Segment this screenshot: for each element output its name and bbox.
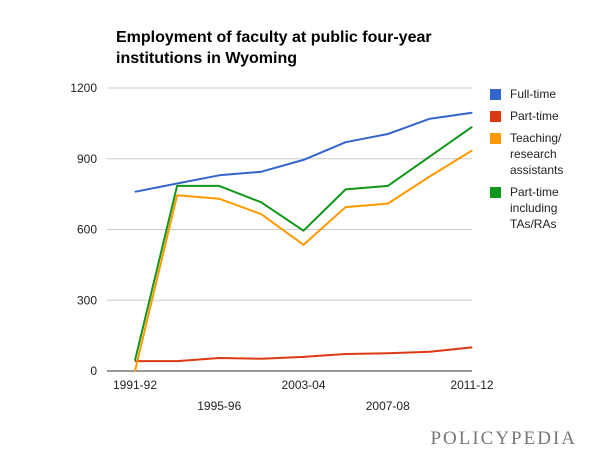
x-tick-label-2011-12: 2011-12 xyxy=(450,378,493,392)
x-tick-label-2007-08: 2007-08 xyxy=(366,399,410,413)
data-point-s2-6 xyxy=(345,353,347,355)
data-point-s2-5 xyxy=(302,356,305,358)
legend-label-1: Full-time xyxy=(510,86,590,102)
data-point-s4-3 xyxy=(218,185,220,187)
data-point-s2-7 xyxy=(387,352,389,354)
data-point-s4-8 xyxy=(429,155,431,157)
data-point-s3-2 xyxy=(176,194,178,196)
legend-label-4: Part-time including TAs/RAs xyxy=(510,184,590,232)
data-point-s1-7 xyxy=(387,133,389,135)
data-point-s3-9 xyxy=(471,149,473,152)
chart-title-line-1: Employment of faculty at public four-yea… xyxy=(116,29,432,46)
data-point-s1-5 xyxy=(302,159,305,161)
data-point-s3-3 xyxy=(218,198,220,200)
brand-logo: POLICYPEDIA xyxy=(430,428,577,449)
data-point-s3-1 xyxy=(134,370,136,372)
data-point-s3-8 xyxy=(429,175,431,178)
data-point-s1-6 xyxy=(345,141,347,143)
data-point-s2-3 xyxy=(218,357,220,359)
legend-swatch-1 xyxy=(490,89,501,100)
y-tick-label-600: 600 xyxy=(77,223,97,237)
x-tick-label-1995-96: 1995-96 xyxy=(197,399,241,413)
chart-legend: Full-time Part-time Teaching/research assis… xyxy=(490,86,590,238)
legend-swatch-3 xyxy=(490,133,501,144)
data-point-s4-7 xyxy=(387,185,389,187)
legend-item-4: Part-time including TAs/RAs xyxy=(490,184,590,232)
x-tick-label-2003-04: 2003-04 xyxy=(281,378,325,392)
y-tick-label-900: 900 xyxy=(77,152,97,166)
data-point-s4-5 xyxy=(302,230,305,232)
data-point-s1-9 xyxy=(471,112,473,114)
series-line-1 xyxy=(134,111,473,193)
x-tick-label-1991-92: 1991-92 xyxy=(113,378,157,392)
data-point-s3-6 xyxy=(345,206,347,208)
data-point-s3-4 xyxy=(260,213,262,215)
legend-label-3: Teaching/research assistants xyxy=(510,130,590,178)
legend-label-line: Part-time xyxy=(510,109,559,123)
data-point-s1-8 xyxy=(429,118,431,120)
data-point-s2-4 xyxy=(260,358,262,360)
data-point-s1-4 xyxy=(260,171,262,173)
data-point-s1-1 xyxy=(134,191,136,193)
y-tick-label-300: 300 xyxy=(77,293,97,307)
series-line-3 xyxy=(134,149,473,372)
data-point-s1-3 xyxy=(218,174,220,176)
y-tick-label-1200: 1200 xyxy=(70,81,97,95)
legend-label-line: Part-time xyxy=(510,185,559,199)
data-point-s4-1 xyxy=(134,359,136,361)
y-tick-label-0: 0 xyxy=(90,364,97,378)
data-point-s3-7 xyxy=(387,202,389,205)
data-point-s2-9 xyxy=(471,346,473,349)
legend-label-2: Part-time xyxy=(510,108,590,124)
series-line-2 xyxy=(135,346,473,363)
data-point-s1-2 xyxy=(176,182,178,185)
legend-label-line: Teaching/ xyxy=(510,131,562,145)
data-point-s4-2 xyxy=(176,185,178,187)
data-point-s2-8 xyxy=(429,351,431,353)
legend-label-line: research xyxy=(510,147,557,161)
legend-label-line: Full-time xyxy=(510,87,557,101)
data-point-s4-6 xyxy=(345,188,347,191)
legend-item-2: Part-time xyxy=(490,108,590,124)
legend-swatch-4 xyxy=(490,187,501,198)
data-point-s4-9 xyxy=(471,126,473,128)
legend-swatch-2 xyxy=(490,111,501,122)
legend-item-1: Full-time xyxy=(490,86,590,102)
data-point-s3-5 xyxy=(302,244,305,246)
data-point-s4-4 xyxy=(260,201,262,203)
data-point-s2-2 xyxy=(176,360,178,362)
legend-label-line: assistants xyxy=(510,163,564,177)
legend-label-line: TAs/RAs xyxy=(510,217,557,231)
legend-item-3: Teaching/research assistants xyxy=(490,130,590,178)
legend-label-line: including xyxy=(510,201,558,215)
chart-title: Employment of faculty at public four-yea… xyxy=(116,27,476,69)
chart-title-line-2: institutions in Wyoming xyxy=(116,50,298,67)
